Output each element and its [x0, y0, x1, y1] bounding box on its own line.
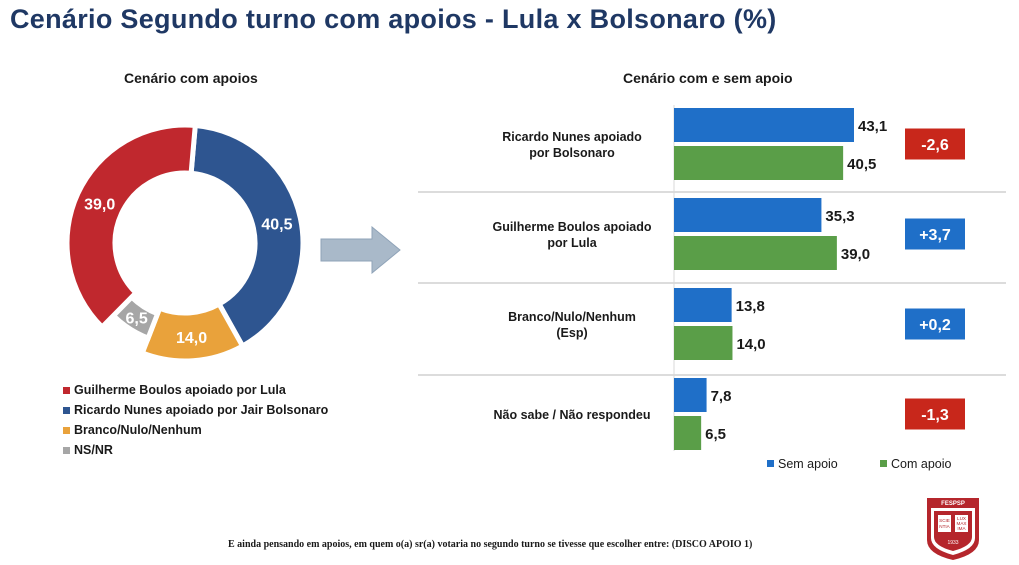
arrow-right-icon — [320, 226, 401, 274]
legend-swatch — [880, 460, 887, 467]
bar-com-apoio — [674, 326, 733, 360]
fespsp-seal-logo: FESPSP SCIE NTIA LUX MAX IMA 1933 — [927, 498, 979, 560]
svg-text:1933: 1933 — [947, 540, 958, 546]
difference-badge — [905, 398, 965, 430]
svg-text:NTIA: NTIA — [939, 524, 950, 529]
category-label: por Lula — [547, 236, 597, 250]
donut-slice-nunes — [188, 125, 306, 350]
bar-value-label: 14,0 — [736, 336, 765, 353]
svg-text:IMA: IMA — [957, 526, 966, 531]
legend-item-lula: Guilherme Boulos apoiado por Lula — [63, 380, 328, 400]
donut-value-label: 40,5 — [261, 216, 292, 233]
donut-value-label: 14,0 — [176, 330, 207, 347]
donut-chart: 40,5 14,0 6,5 39,0 — [64, 125, 306, 364]
bar-sem-apoio — [674, 198, 822, 232]
category-label: Não sabe / Não respondeu — [494, 408, 651, 422]
bar-sem-apoio — [674, 288, 732, 322]
legend-swatch — [63, 406, 70, 414]
legend-item-branco: Branco/Nulo/Nenhum — [63, 420, 328, 440]
bar-value-label: 43,1 — [858, 118, 887, 135]
bar-value-label: 39,0 — [841, 246, 870, 263]
legend-swatch — [63, 426, 70, 434]
legend-label: Sem apoio — [778, 457, 838, 471]
svg-text:FESPSP: FESPSP — [941, 501, 965, 507]
svg-text:MAX: MAX — [957, 521, 967, 526]
footnote: E ainda pensando em apoios, em quem o(a)… — [228, 539, 753, 550]
bar-chart: Ricardo Nunes apoiado por Bolsonaro 43,1 40… — [418, 105, 1006, 471]
difference-value: -1,3 — [921, 407, 949, 424]
legend-label: Branco/Nulo/Nenhum — [74, 423, 202, 437]
donut-chart-subtitle: Cenário com apoios — [124, 70, 258, 86]
donut-legend: Guilherme Boulos apoiado por Lula Ricard… — [63, 380, 328, 460]
bar-com-apoio — [674, 416, 702, 450]
legend-label: Ricardo Nunes apoiado por Jair Bolsonaro — [74, 403, 329, 417]
donut-value-label: 39,0 — [84, 197, 115, 214]
category-label: Ricardo Nunes apoiado — [502, 130, 642, 144]
bar-chart-subtitle: Cenário com e sem apoio — [623, 70, 793, 86]
bar-value-label: 40,5 — [847, 156, 876, 173]
legend-label: Guilherme Boulos apoiado por Lula — [74, 383, 286, 397]
donut-value-label: 6,5 — [126, 311, 148, 328]
category-label: Branco/Nulo/Nenhum — [508, 310, 636, 324]
legend-swatch — [767, 460, 774, 467]
category-label: Guilherme Boulos apoiado — [492, 220, 651, 234]
bar-value-label: 6,5 — [705, 426, 726, 443]
legend-item-nsnr: NS/NR — [63, 440, 328, 460]
donut-slice-lula — [64, 125, 198, 331]
difference-value: +0,2 — [919, 317, 951, 334]
legend-swatch — [63, 446, 70, 454]
bar-com-apoio — [674, 236, 837, 270]
bar-com-apoio — [674, 146, 844, 180]
svg-text:LUX: LUX — [957, 516, 966, 521]
bar-value-label: 35,3 — [825, 208, 854, 225]
donut-slice-branco — [139, 300, 246, 364]
legend-item-nunes: Ricardo Nunes apoiado por Jair Bolsonaro — [63, 400, 328, 420]
difference-value: +3,7 — [919, 227, 951, 244]
difference-badge — [905, 218, 965, 250]
bar-value-label: 13,8 — [736, 298, 765, 315]
page-title: Cenário Segundo turno com apoios - Lula … — [10, 4, 777, 34]
bar-sem-apoio — [674, 108, 854, 142]
legend-label: NS/NR — [74, 443, 113, 457]
bar-value-label: 7,8 — [711, 388, 732, 405]
bar-sem-apoio — [674, 378, 707, 412]
category-label: (Esp) — [556, 326, 587, 340]
svg-text:SCIE: SCIE — [939, 518, 950, 523]
legend-swatch — [63, 386, 70, 394]
difference-badge — [905, 308, 965, 340]
difference-badge — [905, 128, 965, 160]
category-label: por Bolsonaro — [529, 146, 615, 160]
difference-value: -2,6 — [921, 137, 949, 154]
legend-label: Com apoio — [891, 457, 951, 471]
